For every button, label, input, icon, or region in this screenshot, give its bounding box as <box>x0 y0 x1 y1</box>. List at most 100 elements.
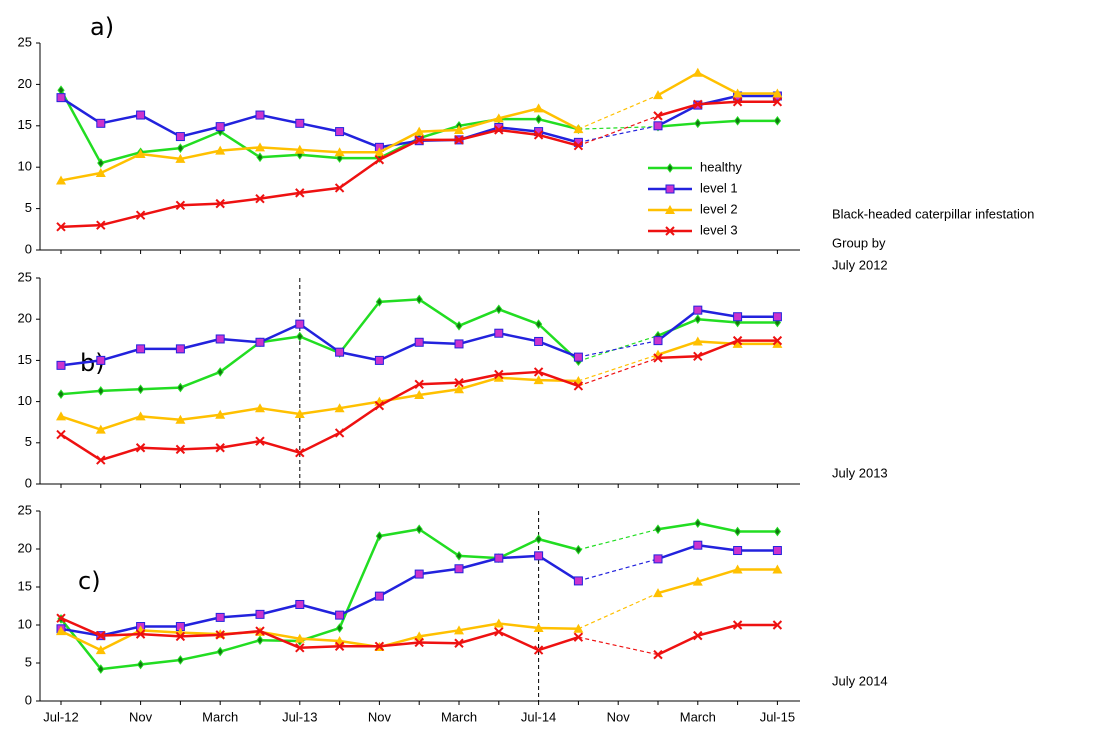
marker <box>334 183 345 193</box>
marker <box>694 314 702 325</box>
marker <box>295 188 305 198</box>
y-tick-label: 20 <box>18 311 32 326</box>
marker <box>573 576 583 586</box>
marker <box>454 625 464 635</box>
marker <box>374 355 384 365</box>
marker <box>533 645 544 655</box>
marker <box>95 424 106 434</box>
marker <box>692 336 703 346</box>
marker <box>96 118 106 128</box>
y-tick-label: 5 <box>25 434 32 449</box>
marker <box>653 588 663 598</box>
marker <box>493 618 504 628</box>
marker <box>215 334 225 344</box>
marker <box>454 564 464 574</box>
marker <box>294 144 305 154</box>
marker <box>57 389 65 400</box>
marker <box>653 90 663 100</box>
marker <box>494 125 504 135</box>
x-tick-label: March <box>680 709 716 724</box>
annotation: July 2014 <box>832 673 888 688</box>
legend-label: level 2 <box>700 201 738 216</box>
marker <box>135 148 146 158</box>
marker <box>215 122 225 132</box>
marker <box>653 121 663 131</box>
marker <box>256 635 264 646</box>
marker <box>175 414 186 424</box>
series-line <box>60 339 778 462</box>
marker <box>215 409 226 419</box>
marker <box>732 335 743 346</box>
marker <box>772 97 783 107</box>
marker <box>534 319 543 329</box>
marker <box>772 620 783 630</box>
marker <box>534 336 544 346</box>
marker <box>455 551 463 561</box>
marker <box>255 626 265 636</box>
marker <box>533 623 544 633</box>
marker <box>693 99 703 109</box>
y-tick-label: 20 <box>18 76 32 91</box>
marker <box>732 620 743 630</box>
marker <box>534 551 544 561</box>
marker <box>334 403 345 413</box>
legend-label: level 3 <box>700 222 738 237</box>
marker <box>295 643 305 653</box>
marker <box>494 369 504 380</box>
marker <box>665 205 675 214</box>
marker <box>773 526 782 537</box>
y-tick-label: 25 <box>18 34 32 49</box>
marker <box>772 564 783 574</box>
annotation: July 2013 <box>832 465 888 480</box>
marker <box>95 167 106 177</box>
marker <box>733 526 742 537</box>
marker <box>255 110 265 120</box>
y-tick-label: 25 <box>18 269 32 284</box>
marker <box>534 534 543 544</box>
marker <box>494 553 504 563</box>
marker <box>573 381 584 391</box>
marker <box>414 126 425 136</box>
marker <box>374 147 385 157</box>
marker <box>374 641 385 651</box>
annotation: Black-headed caterpillar infestation <box>832 206 1034 221</box>
marker <box>573 352 583 362</box>
marker <box>495 304 503 315</box>
marker <box>772 312 782 322</box>
marker <box>772 88 783 98</box>
series-line <box>60 617 778 656</box>
marker <box>96 220 106 230</box>
marker <box>295 447 305 458</box>
gap-connector <box>578 592 659 630</box>
marker <box>414 379 424 390</box>
marker <box>692 67 703 77</box>
marker <box>533 103 544 113</box>
marker <box>135 411 146 421</box>
marker <box>455 320 463 331</box>
marker <box>414 631 425 641</box>
marker <box>494 627 504 637</box>
marker <box>215 198 225 209</box>
marker <box>97 664 105 674</box>
marker <box>334 428 345 438</box>
marker <box>56 360 66 370</box>
marker <box>414 337 424 347</box>
marker <box>255 436 265 446</box>
marker <box>294 408 305 418</box>
marker <box>732 88 743 98</box>
marker <box>454 384 464 394</box>
marker <box>136 344 146 354</box>
marker <box>732 338 743 348</box>
marker <box>533 130 544 140</box>
marker <box>175 344 185 354</box>
y-tick-label: 0 <box>25 692 32 707</box>
marker <box>96 355 106 365</box>
marker <box>96 455 106 465</box>
gap-connector <box>578 354 659 382</box>
marker <box>335 347 345 357</box>
marker <box>732 564 743 574</box>
y-tick-label: 10 <box>18 159 32 174</box>
y-tick-label: 20 <box>18 540 32 555</box>
marker <box>533 367 544 377</box>
marker <box>175 153 186 163</box>
